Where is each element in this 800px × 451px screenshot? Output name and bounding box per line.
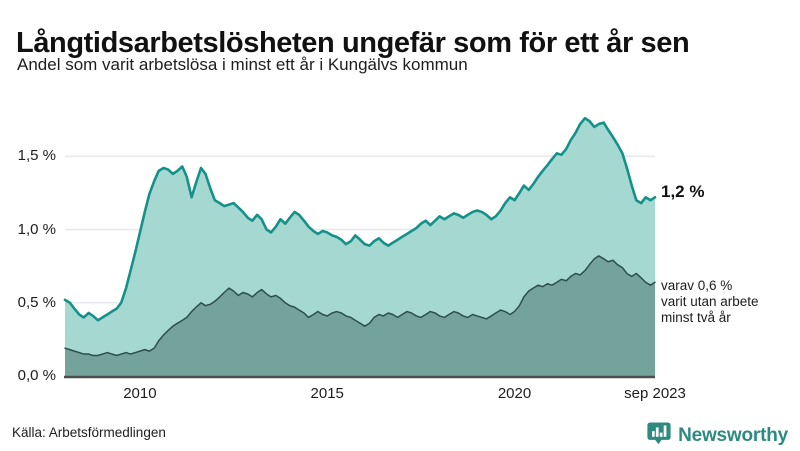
newsworthy-bar-chart-pin-icon <box>647 421 671 451</box>
annotation-two-years-line3: minst två år <box>661 310 731 325</box>
y-axis-tick-label: 0,0 % <box>17 367 56 384</box>
x-axis-tick-label: sep 2023 <box>624 385 686 402</box>
y-axis-tick-label: 0,5 % <box>17 293 56 311</box>
annotation-total-value: 1,2 % <box>661 182 705 201</box>
x-axis-tick-label: 2015 <box>310 385 344 402</box>
newsworthy-wordmark: Newsworthy <box>678 425 788 446</box>
x-axis-tick-label: 2010 <box>123 385 157 402</box>
annotation-two-years-line1: varav 0,6 % <box>661 278 733 293</box>
y-axis-tick-label: 1,0 % <box>17 220 56 238</box>
series-line-1 <box>64 255 656 357</box>
newsworthy-mark-svg <box>647 422 671 445</box>
annotation-two-years: varav 0,6 % varit utan arbete minst två … <box>661 278 759 326</box>
annotation-two-years-line2: varit utan arbete <box>661 294 759 309</box>
chart-subtitle: Andel som varit arbetslösa i minst ett å… <box>17 55 468 74</box>
source-note: Källa: Arbetsförmedlingen <box>12 425 166 440</box>
area-chart-svg <box>63 116 657 379</box>
y-axis-tick-label: 1,5 % <box>17 147 56 165</box>
series-area-1 <box>65 255 655 376</box>
series-line-0 <box>63 116 657 322</box>
newsworthy-logo: Newsworthy <box>647 421 788 451</box>
page-title: Långtidsarbetslösheten ungefär som för e… <box>16 27 690 60</box>
chart-area: 0,0 % 0,5 % 1,0 % 1,5 % 2010 2015 2020 sep 202… <box>0 90 800 402</box>
x-axis-tick-label: 2020 <box>497 385 532 402</box>
